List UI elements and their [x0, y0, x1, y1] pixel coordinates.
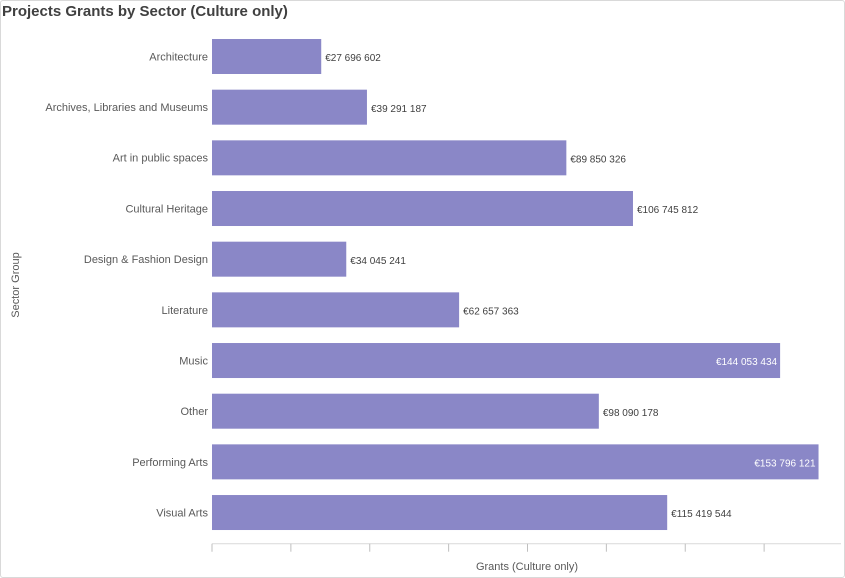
data-label: €144 053 434 — [716, 357, 778, 368]
category-label: Literature — [162, 305, 208, 317]
data-label: €106 745 812 — [637, 205, 699, 216]
bar — [212, 39, 322, 74]
data-label: €153 796 121 — [754, 459, 816, 470]
bar — [212, 495, 668, 531]
data-label: €34 045 241 — [350, 256, 406, 267]
bar — [212, 292, 460, 328]
category-label: Architecture — [149, 51, 208, 63]
bar — [212, 89, 367, 125]
x-axis-label: Grants (Culture only) — [475, 561, 579, 573]
bar — [212, 140, 567, 176]
bar — [212, 343, 781, 379]
category-label: Music — [179, 355, 208, 367]
category-label: Performing Arts — [132, 457, 208, 469]
category-label: Archives, Libraries and Museums — [45, 102, 208, 114]
chart-title: Projects Grants by Sector (Culture only) — [2, 3, 288, 20]
category-label: Visual Arts — [156, 507, 208, 519]
bar — [212, 191, 633, 227]
data-label: €27 696 602 — [325, 53, 381, 64]
data-label: €98 090 178 — [603, 408, 659, 419]
data-label: €62 657 363 — [463, 306, 519, 317]
data-label: €89 850 326 — [570, 154, 626, 165]
bar — [212, 241, 347, 277]
bar — [212, 444, 819, 480]
category-label: Cultural Heritage — [125, 203, 208, 215]
bar — [212, 393, 599, 429]
category-label: Art in public spaces — [113, 153, 209, 165]
category-label: Design & Fashion Design — [84, 254, 208, 266]
data-label: €39 291 187 — [371, 104, 427, 115]
category-label: Other — [180, 406, 208, 418]
data-label: €115 419 544 — [671, 509, 732, 520]
